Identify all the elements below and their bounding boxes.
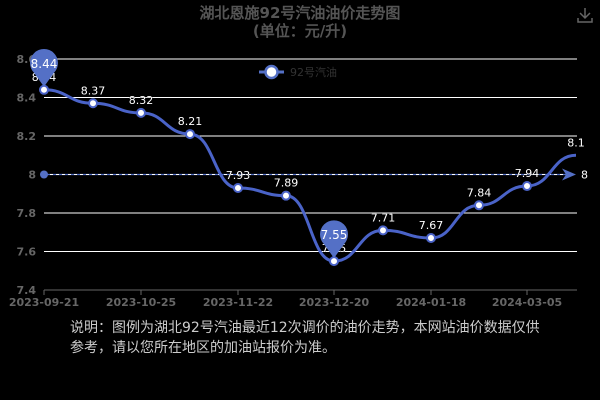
data-point[interactable] bbox=[426, 233, 436, 244]
chart-title: 湖北恩施92号汽油油价走势图 bbox=[199, 4, 401, 22]
data-point[interactable] bbox=[233, 182, 243, 193]
pin-icon bbox=[29, 49, 58, 87]
disclaimer-note: 说明：图例为湖北92号汽油最近12次调价的油价走势，本网站油价数据仅供参考，请以… bbox=[70, 320, 540, 356]
data-label: 8.1 bbox=[567, 136, 585, 149]
data-point[interactable] bbox=[39, 84, 49, 95]
x-tick-label: 2023-12-20 bbox=[299, 296, 370, 309]
grid-lines bbox=[44, 58, 577, 252]
y-tick-label: 7.4 bbox=[17, 284, 37, 297]
svg-text:8.44: 8.44 bbox=[31, 57, 58, 71]
data-point[interactable] bbox=[378, 225, 388, 236]
data-label: 7.89 bbox=[274, 177, 299, 190]
data-label: 7.67 bbox=[419, 219, 444, 232]
download-icon[interactable] bbox=[576, 6, 594, 24]
svg-text:7.55: 7.55 bbox=[321, 228, 348, 242]
pin-icon bbox=[320, 220, 348, 259]
data-label: 8.32 bbox=[129, 94, 154, 107]
y-axis: 7.47.67.888.28.48.6 bbox=[17, 53, 37, 297]
legend-label: 92号汽油 bbox=[290, 65, 337, 79]
y-tick-label: 8 bbox=[28, 169, 36, 182]
data-point[interactable] bbox=[88, 98, 98, 109]
x-tick-label: 2024-03-05 bbox=[492, 296, 562, 309]
data-point[interactable] bbox=[474, 200, 484, 211]
svg-text:8: 8 bbox=[581, 169, 588, 182]
y-tick-label: 8.4 bbox=[17, 92, 37, 105]
series-line bbox=[43, 88, 577, 263]
data-point[interactable] bbox=[522, 181, 532, 192]
data-point[interactable] bbox=[185, 129, 195, 140]
data-point[interactable] bbox=[329, 256, 339, 267]
legend[interactable]: 92号汽油 bbox=[259, 64, 337, 80]
data-point[interactable] bbox=[136, 107, 146, 118]
x-tick-label: 2023-09-21 bbox=[9, 296, 79, 309]
x-tick-label: 2024-01-18 bbox=[396, 296, 466, 309]
y-tick-label: 8.2 bbox=[17, 130, 37, 143]
data-label: 8.37 bbox=[81, 84, 106, 97]
x-tick-label: 2023-10-25 bbox=[106, 296, 176, 309]
data-points[interactable]: 8.448.378.328.217.937.897.557.717.677.84… bbox=[32, 71, 585, 267]
data-label: 7.71 bbox=[371, 211, 396, 224]
data-label: 8.21 bbox=[178, 115, 203, 128]
data-label: 7.84 bbox=[467, 186, 492, 199]
chart-subtitle: (单位：元/升) bbox=[252, 22, 348, 40]
data-label: 7.94 bbox=[515, 167, 540, 180]
x-tick-label: 2023-11-22 bbox=[203, 296, 273, 309]
y-tick-label: 7.8 bbox=[17, 207, 37, 220]
data-label: 7.93 bbox=[226, 169, 251, 182]
y-tick-label: 7.6 bbox=[17, 246, 37, 259]
legend-marker-icon bbox=[264, 64, 279, 80]
data-point[interactable] bbox=[281, 190, 291, 201]
average-line: 8 bbox=[40, 168, 588, 182]
x-axis: 2023-09-21 2023-10-25 2023-11-22 2023-12-20… bbox=[9, 289, 577, 309]
mark-points: 8.44 7.55 bbox=[29, 49, 348, 259]
